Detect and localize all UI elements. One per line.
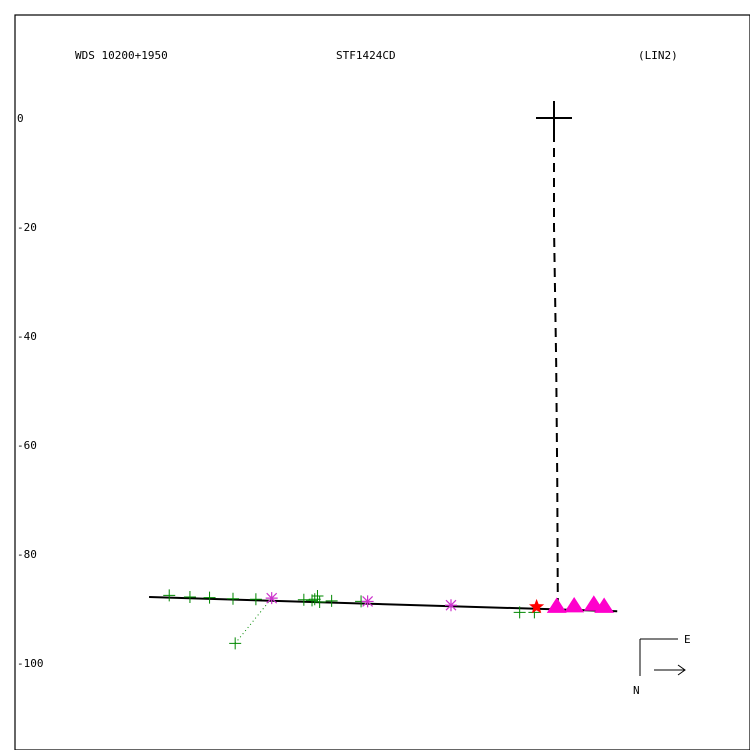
plus-marker xyxy=(313,595,326,608)
compass-north-label: N xyxy=(633,684,640,697)
plus-marker xyxy=(308,593,321,606)
orbit-grade-label: (LIN2) xyxy=(638,49,678,62)
plus-marker xyxy=(311,589,324,602)
y-axis-ticks: 0 -20 -40 -60 -80 -100 xyxy=(17,112,44,670)
asterisk-marker xyxy=(265,592,278,605)
y-tick-label: 0 xyxy=(17,112,24,125)
y-tick-label: -60 xyxy=(17,439,37,452)
dotted-residual-line xyxy=(234,597,273,644)
plus-marker xyxy=(226,592,239,605)
y-tick-label: -40 xyxy=(17,330,37,343)
plus-marker xyxy=(325,594,338,607)
plot-border xyxy=(14,14,750,750)
component-label: STF1424CD xyxy=(336,49,396,62)
plus-marker xyxy=(203,591,216,604)
y-tick-label: -100 xyxy=(17,657,44,670)
plus-marker xyxy=(513,606,526,619)
asterisk-marker xyxy=(444,599,457,612)
triangle-marker xyxy=(594,597,615,613)
triangle-marker xyxy=(546,597,567,613)
compass: E N xyxy=(633,633,691,697)
wds-label: WDS 10200+1950 xyxy=(75,49,168,62)
compass-east-label: E xyxy=(684,633,691,646)
plus-marker xyxy=(183,591,196,604)
dashed-periastron-line xyxy=(553,118,559,607)
plus-marker xyxy=(229,637,242,650)
plus-marker xyxy=(163,589,176,602)
asterisk-marker xyxy=(361,595,374,608)
triangle-marker xyxy=(564,596,585,613)
y-tick-label: -20 xyxy=(17,221,37,234)
orbit-fit-line xyxy=(149,596,618,613)
plus-marker xyxy=(249,593,262,606)
red-star-marker xyxy=(529,598,545,614)
y-tick-label: -80 xyxy=(17,548,37,561)
direction-arrow-head xyxy=(677,664,686,676)
plus-marker xyxy=(297,593,310,606)
chart-marks xyxy=(149,101,618,650)
